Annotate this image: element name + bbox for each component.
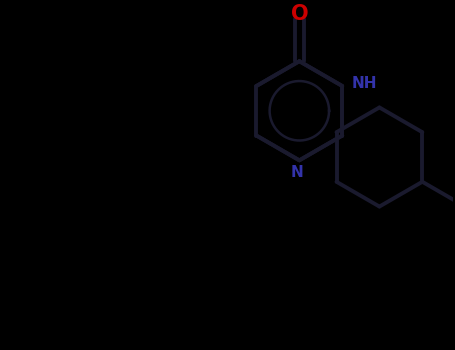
Text: NH: NH [351, 76, 377, 91]
Text: N: N [290, 165, 303, 180]
Text: O: O [291, 4, 308, 24]
